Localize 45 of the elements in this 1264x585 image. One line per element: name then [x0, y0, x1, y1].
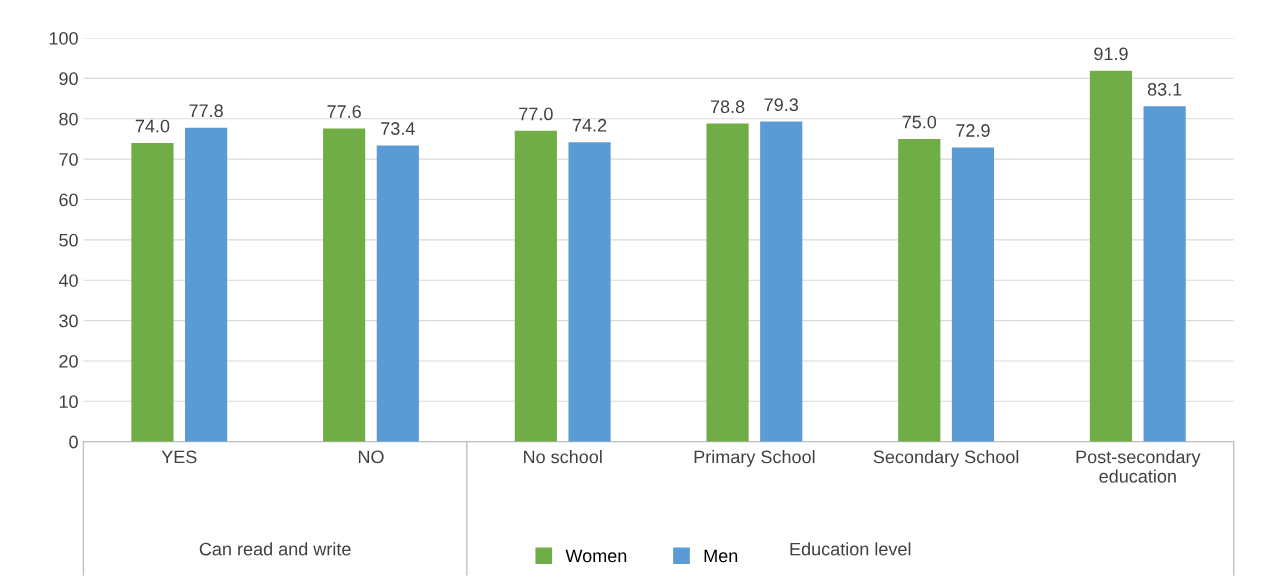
legend-label: Women — [565, 549, 627, 563]
y-tick-label: 60 — [59, 193, 78, 207]
data-label: 75.0 — [902, 115, 937, 129]
bar — [514, 130, 557, 442]
x-tick-label: Primary School — [694, 450, 815, 467]
bar — [1143, 106, 1186, 442]
data-label: 74.0 — [135, 119, 170, 133]
data-label: 74.2 — [572, 118, 607, 132]
data-label: 91.9 — [1094, 47, 1128, 61]
y-tick-label: 20 — [59, 354, 78, 368]
data-label: 78.8 — [710, 100, 745, 114]
data-label: 79.3 — [764, 98, 799, 112]
data-label: 77.8 — [189, 104, 223, 118]
bar — [706, 123, 749, 442]
y-tick-label: 90 — [59, 72, 78, 86]
data-label: 77.6 — [327, 105, 361, 118]
bar — [131, 142, 174, 442]
data-label: 73.4 — [381, 122, 415, 135]
bar — [376, 145, 419, 442]
y-tick-label: 30 — [59, 314, 78, 328]
data-label: 77.0 — [519, 107, 553, 121]
bar — [951, 147, 995, 442]
bar — [185, 127, 228, 442]
y-tick-label: 0 — [69, 435, 78, 449]
y-tick-label: 40 — [58, 274, 78, 287]
x-tick-label: Post-secondary education — [1076, 450, 1201, 483]
bar — [323, 128, 366, 442]
y-tick-label: 70 — [59, 153, 78, 166]
text: Education level — [790, 542, 911, 556]
x-tick-label: YES — [161, 450, 197, 464]
y-tick-label: 100 — [49, 31, 78, 45]
legend-label: Men — [704, 549, 738, 563]
bar — [760, 121, 803, 442]
bar — [898, 138, 941, 442]
x-tick-label: Secondary School — [873, 450, 1019, 467]
x-tick-label: No school — [524, 450, 602, 464]
y-tick-label: 50 — [59, 233, 78, 247]
y-tick-label: 80 — [59, 112, 78, 126]
x-tick-label: NO — [358, 450, 384, 464]
data-label: 72.9 — [956, 124, 990, 137]
data-label: 83.1 — [1147, 82, 1182, 96]
bar — [568, 142, 611, 442]
text: Can read and write — [199, 542, 351, 556]
y-tick-label: 10 — [59, 395, 78, 409]
bar — [1089, 70, 1133, 442]
